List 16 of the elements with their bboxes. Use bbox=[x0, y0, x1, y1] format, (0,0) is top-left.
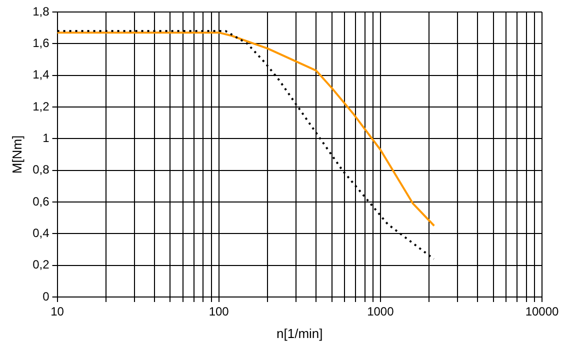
y-tick-label: 0,8 bbox=[32, 162, 50, 177]
x-tick-label: 100 bbox=[208, 304, 230, 319]
y-tick-label: 0,4 bbox=[32, 226, 50, 240]
x-tick-label: 1000 bbox=[367, 304, 394, 319]
y-tick-label: 1,2 bbox=[32, 99, 50, 114]
y-tick-label: 0,2 bbox=[32, 258, 50, 272]
y-tick-label: 1,8 bbox=[32, 4, 50, 18]
x-axis-title: n[1/min] bbox=[276, 326, 323, 341]
x-tick-label: 10 bbox=[50, 304, 64, 319]
y-tick-label: 1,4 bbox=[32, 68, 50, 82]
y-tick-label: 0 bbox=[42, 289, 50, 304]
y-axis-title: M[Nm] bbox=[9, 135, 24, 174]
y-tick-label: 0,6 bbox=[32, 194, 50, 208]
y-tick-label: 1 bbox=[42, 130, 50, 145]
y-tick-label: 1,6 bbox=[32, 36, 50, 50]
x-tick-label: 10000 bbox=[525, 304, 560, 319]
